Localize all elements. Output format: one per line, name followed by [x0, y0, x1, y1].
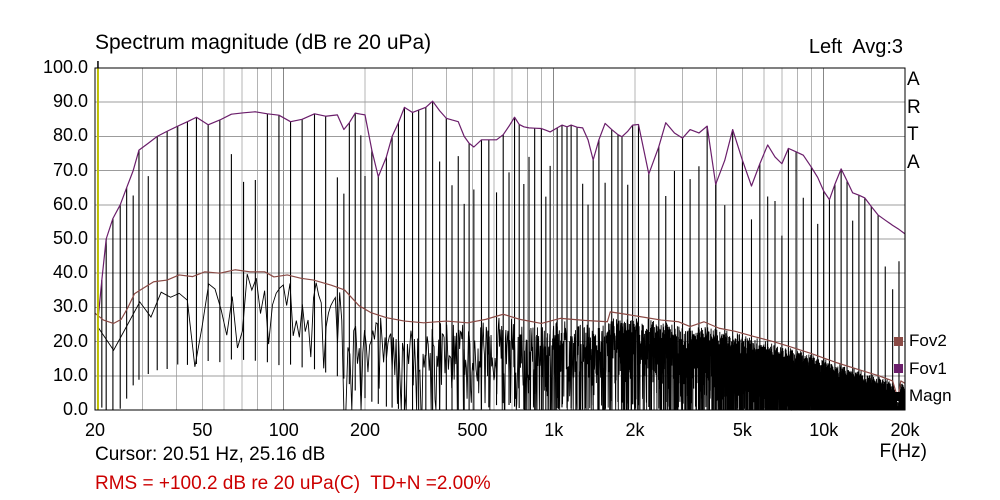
x-tick-label: 1k: [544, 420, 564, 440]
plot-frame: [94, 67, 906, 411]
y-tick-label: 90.0: [52, 91, 88, 112]
legend-swatch-icon: [894, 391, 903, 401]
x-tick-label: 5k: [732, 420, 752, 440]
x-tick-label: 10k: [809, 420, 839, 440]
arta-letter: A: [907, 69, 920, 90]
y-tick-label: 0.0: [62, 399, 88, 419]
y-tick-label: 50.0: [52, 228, 88, 248]
legend-label: Fov2: [909, 331, 947, 350]
x-tick-label: 20: [84, 420, 106, 440]
arta-letter: A: [907, 151, 920, 173]
legend-item-fov1: Fov1: [894, 359, 947, 379]
y-tick-label: 80.0: [52, 125, 88, 146]
y-tick-label: 60.0: [52, 193, 88, 214]
x-tick-label: 2k: [625, 420, 645, 440]
y-tick-label: 40.0: [52, 262, 88, 283]
legend-label: Fov1: [909, 358, 947, 378]
rms-readout: RMS = +100.2 dB re 20 uPa(C) TD+N =2.00%: [95, 473, 491, 494]
y-tick-label: 70.0: [52, 159, 88, 180]
x-tick-label: 500: [457, 420, 488, 440]
y-tick-label: 30.0: [52, 296, 88, 317]
channel-average-label: Left Avg:3: [808, 36, 903, 58]
x-tick-label: 200: [349, 420, 381, 440]
x-tick-label: 100: [268, 420, 299, 440]
legend-swatch-icon: [894, 336, 903, 346]
y-tick-label: 10.0: [52, 364, 88, 385]
cursor-readout: Cursor: 20.51 Hz, 25.16 dB: [95, 444, 326, 465]
arta-letter: T: [907, 124, 919, 145]
legend-swatch-icon: [894, 364, 903, 373]
fov2-curve: [94, 269, 906, 399]
legend-label: Magn: [909, 386, 952, 405]
x-axis-unit-label: F(Hz): [879, 441, 927, 462]
x-tick-label: 20k: [890, 420, 920, 440]
legend-item-fov2: Fov2: [894, 331, 947, 351]
arta-letter: R: [907, 96, 921, 118]
fov1-curve: [97, 100, 906, 322]
y-tick-label: 100.0: [42, 57, 88, 77]
x-tick-label: 50: [192, 420, 213, 440]
legend-item-magn: Magn: [894, 386, 952, 406]
chart-title: Spectrum magnitude (dB re 20 uPa): [95, 31, 432, 54]
y-tick-label: 20.0: [52, 330, 88, 351]
